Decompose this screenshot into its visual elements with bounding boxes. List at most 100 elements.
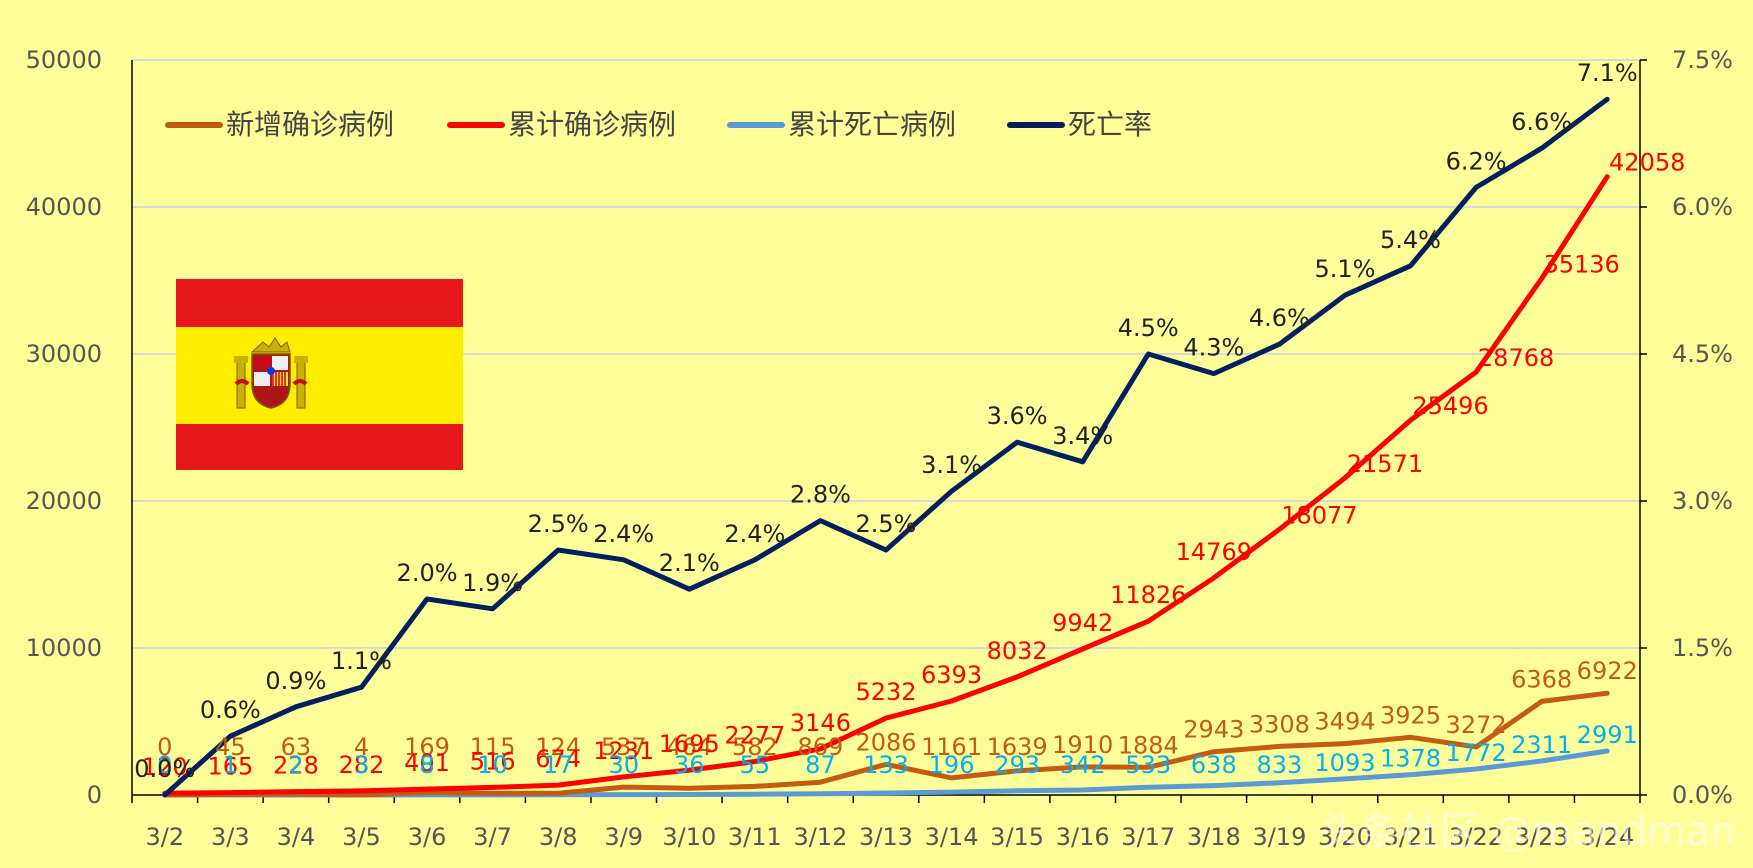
x-tick-label: 3/11 bbox=[728, 823, 782, 851]
y-right-tick-label: 4.5% bbox=[1672, 340, 1733, 368]
y-right-tick-label: 6.0% bbox=[1672, 193, 1733, 221]
data-label-series-3: 4.3% bbox=[1183, 334, 1244, 362]
data-label-series-1: 35136 bbox=[1543, 251, 1619, 279]
data-label-series-1: 120 bbox=[142, 753, 188, 781]
data-label-series-3: 4.5% bbox=[1118, 314, 1179, 342]
y-left-tick-label: 30000 bbox=[26, 340, 102, 368]
data-label-series-2: 1 bbox=[223, 751, 238, 779]
data-label-series-0: 1161 bbox=[921, 733, 982, 761]
x-tick-label: 3/9 bbox=[604, 823, 643, 851]
x-tick-label: 3/13 bbox=[859, 823, 913, 851]
data-label-series-2: 196 bbox=[929, 751, 975, 779]
legend: 新增确诊病例 累计确诊病例 累计死亡病例 死亡率 bbox=[165, 108, 1152, 141]
data-label-series-1: 14769 bbox=[1176, 538, 1252, 566]
x-tick-label: 3/16 bbox=[1056, 823, 1110, 851]
data-label-series-0: 869 bbox=[798, 733, 844, 761]
y-left-tick-label: 0 bbox=[87, 781, 102, 809]
data-label-series-1: 6393 bbox=[921, 661, 982, 689]
data-label-series-2: 293 bbox=[994, 751, 1040, 779]
data-label-series-3: 7.1% bbox=[1577, 59, 1638, 87]
data-label-series-1: 1231 bbox=[593, 737, 654, 765]
data-label-series-1: 25496 bbox=[1412, 392, 1488, 420]
data-label-series-1: 18077 bbox=[1281, 501, 1357, 529]
data-label-series-3: 0.9% bbox=[265, 667, 326, 695]
x-tick-label: 3/14 bbox=[925, 823, 979, 851]
series-line-0 bbox=[162, 690, 1610, 798]
legend-label-0: 新增确诊病例 bbox=[226, 108, 394, 141]
y-left-tick-label: 20000 bbox=[26, 487, 102, 515]
x-tick-label: 3/10 bbox=[662, 823, 716, 851]
data-label-series-3: 2.4% bbox=[724, 520, 785, 548]
watermark: 头条社区 @mandman bbox=[1320, 809, 1736, 855]
x-tick-label: 3/3 bbox=[211, 823, 250, 851]
coat-of-arms-emblem bbox=[234, 337, 308, 409]
data-label-series-1: 5232 bbox=[855, 678, 916, 706]
legend-label-3: 死亡率 bbox=[1068, 108, 1152, 141]
flag-stripe-bottom bbox=[176, 424, 463, 470]
data-label-series-3: 5.4% bbox=[1380, 226, 1441, 254]
data-label-series-0: 1884 bbox=[1118, 731, 1179, 759]
data-label-series-0: 3308 bbox=[1249, 710, 1310, 738]
data-label-series-3: 2.1% bbox=[659, 549, 720, 577]
data-label-series-0: 3272 bbox=[1446, 711, 1507, 739]
data-label-series-2: 638 bbox=[1191, 751, 1237, 779]
data-label-series-3: 2.4% bbox=[593, 520, 654, 548]
y-right-tick-label: 3.0% bbox=[1672, 487, 1733, 515]
series-line-3 bbox=[162, 96, 1610, 798]
legend-label-2: 累计死亡病例 bbox=[788, 108, 956, 141]
data-label-series-0: 115 bbox=[470, 733, 516, 761]
data-label-series-2: 2 bbox=[288, 751, 303, 779]
data-label-series-3: 6.2% bbox=[1446, 147, 1507, 175]
x-axis-ticks: 3/2 3/3 3/4 3/5 3/6 3/7 3/8 3/9 3/10 3/11 3/12 3/13… bbox=[145, 823, 1634, 851]
data-label-series-0: 3925 bbox=[1380, 701, 1441, 729]
data-label-series-2: 533 bbox=[1125, 751, 1171, 779]
y-left-tick-label: 10000 bbox=[26, 634, 102, 662]
data-label-series-0: 124 bbox=[535, 733, 581, 761]
data-label-series-3: 0.6% bbox=[200, 696, 261, 724]
data-label-series-2: 1378 bbox=[1380, 745, 1441, 773]
data-label-series-1: 28768 bbox=[1478, 344, 1554, 372]
data-label-series-3: 3.6% bbox=[987, 402, 1048, 430]
data-label-series-0: 3494 bbox=[1314, 708, 1375, 736]
data-label-series-3: 2.5% bbox=[528, 510, 589, 538]
data-label-series-1: 8032 bbox=[987, 637, 1048, 665]
legend-label-1: 累计确诊病例 bbox=[508, 108, 676, 141]
y-axis-right-ticks: 0.0% 1.5% 3.0% 4.5% 6.0% 7.5% bbox=[1672, 46, 1733, 809]
data-label-series-0: 63 bbox=[281, 733, 312, 761]
data-label-series-2: 1772 bbox=[1446, 739, 1507, 767]
data-label-series-1: 165 bbox=[207, 753, 253, 781]
data-label-series-1: 42058 bbox=[1609, 149, 1685, 177]
x-tick-label: 3/12 bbox=[793, 823, 847, 851]
data-label-series-1: 1695 bbox=[659, 730, 720, 758]
data-label-series-1: 21571 bbox=[1347, 450, 1423, 478]
data-label-series-3: 3.4% bbox=[1052, 422, 1113, 450]
data-label-series-3: 0.0% bbox=[134, 755, 195, 783]
data-label-series-1: 11826 bbox=[1110, 581, 1186, 609]
data-label-series-2: 8 bbox=[419, 751, 434, 779]
data-label-series-0: 2086 bbox=[855, 728, 916, 756]
x-tick-label: 3/22 bbox=[1449, 823, 1503, 851]
data-label-series-0: 4 bbox=[354, 733, 369, 761]
data-label-series-0: 6922 bbox=[1577, 657, 1638, 685]
data-label-series-3: 1.9% bbox=[462, 569, 523, 597]
data-label-series-2: 1093 bbox=[1314, 749, 1375, 777]
data-label-series-1: 3146 bbox=[790, 709, 851, 737]
data-label-series-3: 6.6% bbox=[1511, 108, 1572, 136]
data-label-series-1: 2277 bbox=[724, 722, 785, 750]
data-label-series-1: 674 bbox=[535, 745, 581, 773]
data-label-series-0: 2943 bbox=[1183, 716, 1244, 744]
data-label-series-2: 3 bbox=[354, 751, 369, 779]
data-label-series-3: 1.1% bbox=[331, 647, 392, 675]
data-label-series-2: 36 bbox=[674, 751, 705, 779]
x-tick-label: 3/24 bbox=[1580, 823, 1634, 851]
data-label-series-3: 2.5% bbox=[856, 510, 917, 538]
data-label-series-0: 169 bbox=[404, 733, 450, 761]
x-tick-label: 3/18 bbox=[1187, 823, 1241, 851]
data-label-series-1: 9942 bbox=[1052, 609, 1113, 637]
data-label-series-2: 133 bbox=[863, 751, 909, 779]
y-left-tick-label: 50000 bbox=[26, 46, 102, 74]
data-label-series-2: 17 bbox=[543, 751, 574, 779]
x-tick-label: 3/19 bbox=[1252, 823, 1306, 851]
data-label-series-2: 2991 bbox=[1577, 721, 1638, 749]
